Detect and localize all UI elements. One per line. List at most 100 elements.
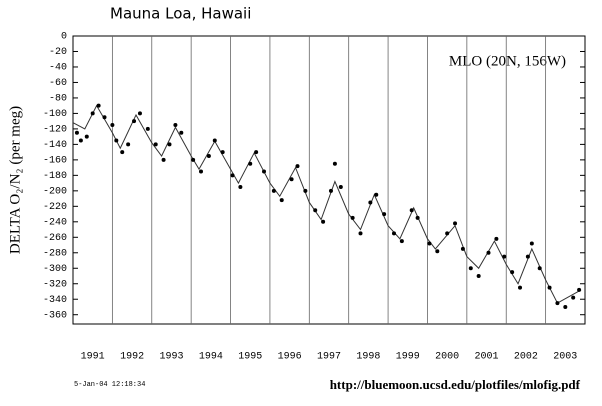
data-point: [132, 119, 137, 124]
data-point: [571, 295, 576, 300]
x-tick-label: 1994: [199, 352, 223, 363]
y-tick-label: 0: [61, 32, 67, 43]
x-tick-label: 1996: [278, 352, 302, 363]
data-point: [191, 157, 196, 162]
data-point: [110, 123, 115, 128]
data-point: [161, 157, 166, 162]
data-point: [427, 241, 432, 246]
data-point: [137, 111, 142, 116]
x-tick-label: 1997: [317, 352, 341, 363]
x-tick-label: 1991: [81, 352, 105, 363]
timestamp: 5-Jan-04 12:18:34: [74, 381, 145, 389]
data-point: [120, 150, 125, 155]
x-tick-label: 2001: [475, 352, 499, 363]
data-point: [409, 208, 414, 213]
y-tick-label: -200: [43, 186, 67, 197]
data-point: [374, 192, 379, 197]
data-point: [529, 241, 534, 246]
y-tick-label: -240: [43, 217, 67, 228]
data-point: [486, 250, 491, 255]
data-point: [358, 231, 363, 236]
data-point: [368, 200, 373, 205]
data-point: [230, 173, 235, 178]
data-point: [415, 215, 420, 220]
x-tick-label: 1992: [120, 352, 144, 363]
data-point: [199, 169, 203, 174]
y-tick-label: -160: [43, 156, 67, 167]
data-point: [179, 130, 184, 135]
x-tick-label: 1995: [238, 352, 262, 363]
data-point: [220, 150, 225, 155]
data-point: [577, 287, 582, 292]
data-point: [391, 231, 396, 236]
data-point: [453, 221, 458, 226]
y-tick-label: -120: [43, 125, 67, 136]
data-point: [295, 164, 300, 169]
data-point: [271, 188, 276, 193]
data-point: [468, 266, 473, 271]
data-point: [460, 246, 465, 251]
y-tick-label: -80: [49, 94, 67, 105]
data-point: [96, 103, 101, 108]
data-point: [153, 142, 158, 147]
data-point: [435, 249, 440, 254]
y-tick-label: -60: [49, 78, 67, 89]
data-point: [167, 142, 172, 147]
x-tick-label: 1993: [159, 352, 183, 363]
y-tick-label: -40: [49, 63, 67, 74]
plot-frame: [72, 35, 586, 325]
data-point: [74, 130, 79, 135]
data-point: [78, 138, 83, 143]
data-point: [555, 301, 560, 306]
y-tick-label: -140: [43, 140, 67, 151]
x-tick-label: 2000: [435, 352, 459, 363]
data-point: [321, 219, 326, 224]
data-point: [262, 169, 267, 174]
x-tick-label: 2003: [553, 352, 577, 363]
data-point: [90, 111, 95, 116]
data-point: [279, 198, 284, 203]
data-point: [350, 215, 355, 220]
data-point: [476, 274, 481, 278]
x-tick-label: 1998: [356, 352, 380, 363]
fit-line: [72, 104, 582, 304]
data-point: [525, 254, 530, 259]
data-point: [173, 123, 178, 128]
y-tick-label: -180: [43, 171, 67, 182]
x-tick-label: 1999: [396, 352, 420, 363]
data-point: [313, 208, 318, 213]
data-point: [547, 285, 552, 290]
data-point: [510, 270, 515, 275]
data-point: [303, 188, 308, 193]
y-tick-label: -260: [43, 233, 67, 244]
y-tick-label: -220: [43, 202, 67, 213]
y-tick-label: -300: [43, 264, 67, 275]
data-point: [338, 184, 343, 189]
data-point: [328, 188, 333, 193]
data-point: [84, 134, 89, 139]
data-point: [238, 184, 243, 189]
data-point: [382, 212, 387, 217]
data-point: [518, 285, 523, 290]
data-point: [145, 126, 150, 131]
data-point: [102, 115, 107, 120]
data-point: [332, 161, 337, 166]
data-point: [289, 177, 294, 182]
annotation: MLO (20N, 156W): [449, 53, 566, 69]
data-point: [494, 236, 499, 241]
data-point: [502, 254, 507, 259]
y-tick-label: -340: [43, 295, 67, 306]
x-tick-label: 2002: [514, 352, 538, 363]
y-tick-label: -280: [43, 248, 67, 259]
y-tick-label: -20: [49, 47, 67, 58]
data-point: [206, 154, 211, 158]
source-url: http://bluemoon.ucsd.edu/plotfiles/mlofi…: [330, 377, 581, 392]
y-tick-label: -360: [43, 310, 67, 321]
data-point: [254, 150, 259, 155]
y-tick-label: -320: [43, 279, 67, 290]
data-point: [212, 138, 217, 143]
y-tick-label: -100: [43, 109, 67, 120]
data-point: [399, 239, 404, 244]
data-point: [537, 266, 542, 271]
